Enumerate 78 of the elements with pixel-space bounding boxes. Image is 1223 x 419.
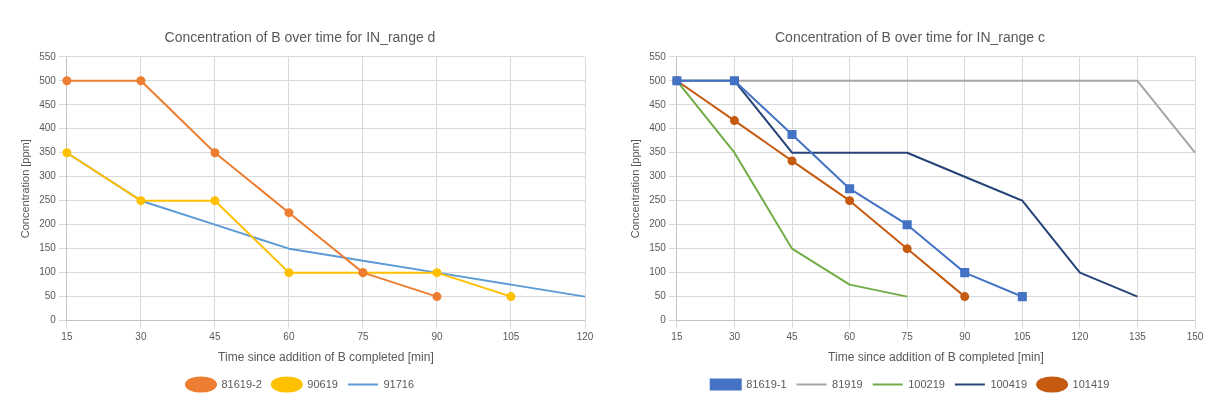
x-tick-label: 75 [357, 331, 369, 343]
x-tick-label: 90 [431, 331, 443, 343]
point [845, 196, 855, 206]
y-tick-label: 450 [39, 98, 57, 110]
y-tick-label: 0 [660, 314, 667, 326]
point [845, 184, 855, 194]
legend-label: 90619 [307, 377, 338, 390]
y-tick-label: 500 [39, 74, 57, 86]
y-tick-label: 550 [39, 50, 57, 62]
legend-label: 100219 [908, 377, 945, 390]
y-tick-label: 250 [649, 194, 667, 206]
y-tick-label: 250 [39, 194, 57, 206]
x-axis-title: Time since addition of B completed [min] [828, 350, 1044, 365]
chart-title: Concentration of B over time for IN_range c [774, 29, 1046, 46]
y-tick-label: 150 [39, 242, 57, 254]
y-tick-label: 300 [649, 170, 667, 182]
y-tick-label: 400 [39, 122, 57, 134]
y-tick-label: 350 [39, 146, 57, 158]
x-tick-label: 120 [1071, 331, 1089, 343]
point [62, 76, 72, 86]
y-axis-title: Concentration [ppm] [18, 139, 31, 239]
y-tick-label: 450 [649, 98, 667, 110]
x-tick-label: 105 [502, 331, 520, 343]
y-tick-label: 200 [39, 218, 57, 230]
point [284, 268, 294, 278]
y-tick-label: 350 [649, 146, 667, 158]
x-tick-label: 120 [576, 331, 594, 343]
point [960, 292, 970, 302]
point [787, 129, 797, 140]
y-tick-label: 200 [649, 218, 667, 230]
point [729, 116, 739, 126]
y-axis-title: Concentration [ppm] [628, 139, 641, 239]
y-tick-label: 500 [649, 74, 667, 86]
x-tick-label: 30 [728, 331, 741, 343]
legend-label: 81619-1 [746, 377, 787, 390]
point [432, 268, 442, 278]
x-tick-label: 15 [671, 331, 683, 343]
x-tick-label: 105 [1013, 331, 1032, 343]
y-tick-label: 400 [649, 122, 667, 134]
chart-title: Concentration of B over time for IN_range d [164, 29, 436, 46]
point [136, 76, 146, 86]
x-tick-label: 75 [901, 331, 914, 343]
x-tick-label: 60 [283, 331, 295, 343]
y-tick-label: 100 [39, 266, 57, 278]
point [902, 220, 912, 230]
y-tick-label: 50 [654, 290, 667, 302]
point [136, 196, 146, 206]
point [506, 292, 516, 302]
y-tick-label: 50 [44, 290, 57, 302]
x-axis-title: Time since addition of B completed [min] [218, 350, 434, 365]
x-tick-label: 60 [844, 331, 856, 343]
point [1017, 292, 1027, 302]
legend-label: 101419 [1072, 377, 1110, 390]
legend-label: 81919 [832, 377, 863, 390]
y-tick-label: 300 [39, 170, 57, 182]
point [284, 208, 294, 218]
point [210, 148, 220, 158]
point [902, 244, 912, 254]
legend-label: 91716 [383, 377, 415, 390]
x-tick-label: 150 [1186, 331, 1204, 343]
y-tick-label: 100 [649, 266, 667, 278]
x-tick-label: 30 [135, 331, 147, 343]
y-tick-label: 550 [649, 50, 667, 62]
x-tick-label: 45 [786, 331, 799, 343]
point [787, 156, 797, 166]
legend-label: 100419 [990, 377, 1028, 390]
x-tick-label: 45 [209, 331, 221, 343]
legend-label: 81619-2 [221, 377, 262, 390]
y-tick-label: 150 [649, 242, 667, 254]
point [729, 76, 739, 86]
y-tick-label: 0 [50, 314, 57, 326]
point [432, 292, 442, 302]
point [210, 196, 220, 206]
x-tick-label: 15 [61, 331, 73, 343]
point [960, 268, 970, 278]
x-tick-label: 90 [959, 331, 971, 343]
point [62, 148, 72, 158]
x-tick-label: 135 [1129, 331, 1147, 343]
